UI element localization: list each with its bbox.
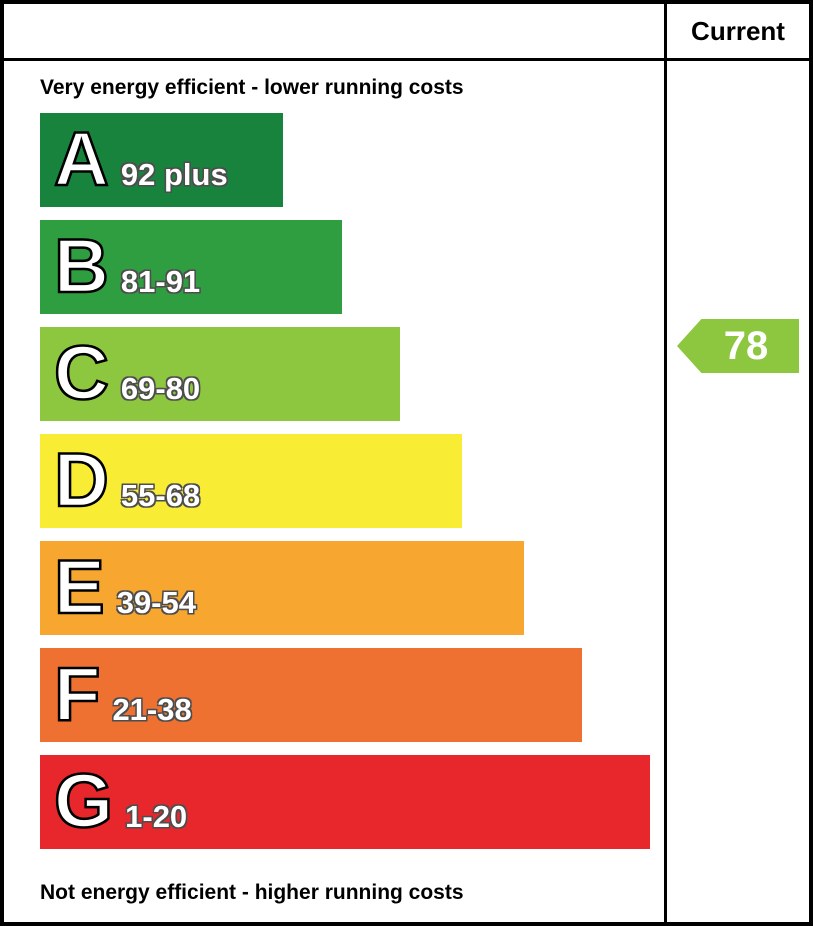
band-row-e: E 39-54 xyxy=(40,541,524,635)
band-row-a: A 92 plus xyxy=(40,113,284,207)
band-label-group: B 81-91 xyxy=(40,224,201,309)
band-range: 55-68 xyxy=(120,478,201,513)
bands-area: Very energy efficient - lower running co… xyxy=(4,61,667,922)
band-label-group: D 55-68 xyxy=(40,438,201,523)
current-column: 78 xyxy=(667,61,809,922)
band-letter: E xyxy=(53,545,106,630)
current-rating-badge: 78 xyxy=(677,319,799,373)
band-label-group: G 1-20 xyxy=(40,759,188,844)
current-rating-value: 78 xyxy=(723,323,769,368)
band-letter: F xyxy=(53,652,102,737)
band-range: 92 plus xyxy=(120,157,228,192)
band-row-c: C 69-80 xyxy=(40,327,401,421)
band-label-group: A 92 plus xyxy=(40,117,228,202)
band-row-b: B 81-91 xyxy=(40,220,342,314)
band-letter: A xyxy=(53,117,110,202)
band-row-d: D 55-68 xyxy=(40,434,462,528)
band-range: 81-91 xyxy=(120,264,201,299)
band-letter: C xyxy=(53,331,110,416)
band-letter: B xyxy=(53,224,110,309)
chart-body: Very energy efficient - lower running co… xyxy=(4,61,809,922)
current-column-header: Current xyxy=(691,15,785,46)
band-range: 21-38 xyxy=(112,692,192,727)
band-range: 1-20 xyxy=(125,799,188,834)
band-range: 39-54 xyxy=(116,585,196,620)
band-letter: D xyxy=(53,438,110,523)
band-label-group: F 21-38 xyxy=(40,652,192,737)
top-caption: Very energy efficient - lower running co… xyxy=(40,76,464,99)
header-row: Current xyxy=(4,4,809,61)
band-label-group: E 39-54 xyxy=(40,545,196,630)
band-bars: A 92 plus B 81-91 C 69-80 xyxy=(40,113,656,849)
band-label-group: C 69-80 xyxy=(40,331,201,416)
band-row-f: F 21-38 xyxy=(40,648,583,742)
header-spacer xyxy=(4,4,667,58)
bottom-caption: Not energy efficient - higher running co… xyxy=(40,881,464,904)
band-letter: G xyxy=(53,759,115,844)
band-row-g: G 1-20 xyxy=(40,755,650,849)
band-range: 69-80 xyxy=(120,371,201,406)
